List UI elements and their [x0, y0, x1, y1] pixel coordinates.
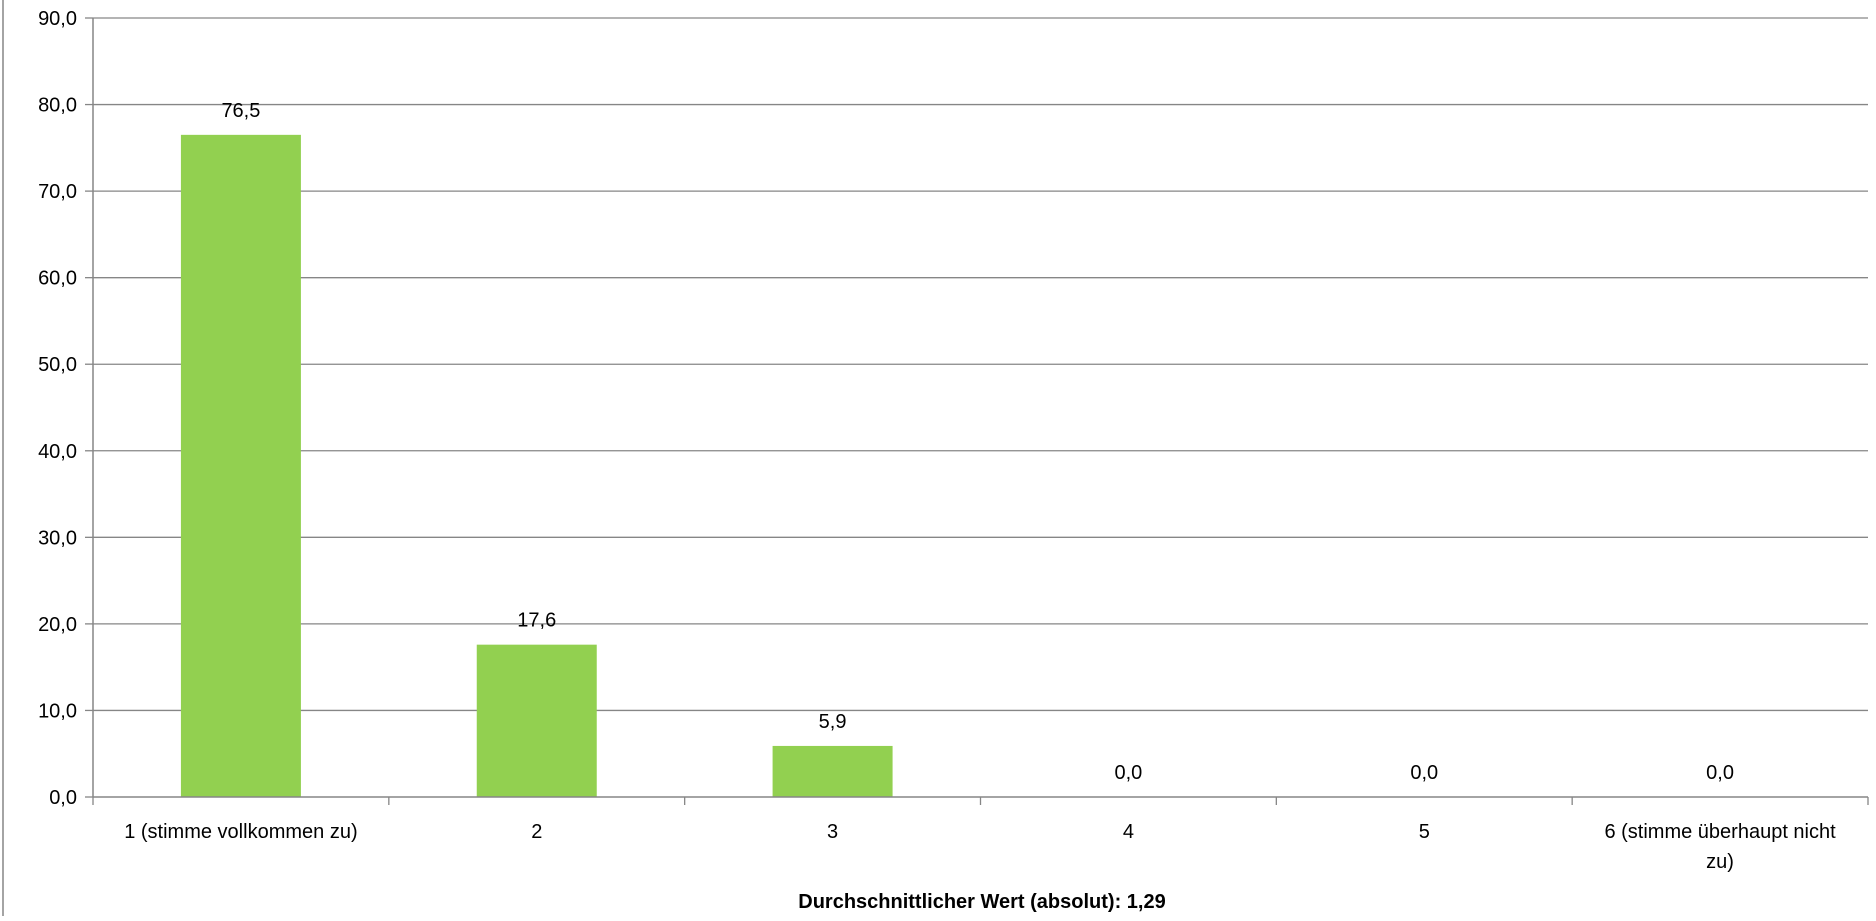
- y-tick-label: 70,0: [38, 181, 77, 203]
- y-tick-label: 80,0: [38, 95, 77, 117]
- y-tick-label: 20,0: [38, 614, 77, 636]
- x-category-label: 1 (stimme vollkommen zu): [124, 821, 357, 843]
- data-label: 76,5: [221, 100, 260, 122]
- data-label: 0,0: [1115, 762, 1143, 784]
- y-tick-label: 50,0: [38, 354, 77, 376]
- y-tick-label: 90,0: [38, 8, 77, 30]
- data-label: 0,0: [1706, 762, 1734, 784]
- gridlines: [93, 17, 1868, 712]
- x-category-label: 6 (stimme überhaupt nicht: [1604, 821, 1836, 843]
- y-tick-label: 0,0: [49, 787, 77, 809]
- data-label: 0,0: [1410, 762, 1438, 784]
- y-tick-label: 40,0: [38, 441, 77, 463]
- data-label: 5,9: [819, 711, 847, 733]
- x-axis-title: Durchschnittlicher Wert (absolut): 1,29: [798, 891, 1165, 913]
- x-category-label: 4: [1123, 821, 1134, 843]
- bar: [476, 644, 597, 797]
- labels: 0,010,020,030,040,050,060,070,080,090,07…: [38, 8, 1836, 873]
- y-tick-label: 60,0: [38, 268, 77, 290]
- axes: [85, 17, 1869, 805]
- data-label: 17,6: [517, 610, 556, 632]
- bars: [180, 134, 893, 798]
- bar: [772, 745, 893, 797]
- x-category-label: 2: [531, 821, 542, 843]
- y-tick-label: 30,0: [38, 527, 77, 549]
- x-category-label: 3: [827, 821, 838, 843]
- x-category-label: zu): [1706, 851, 1734, 873]
- bar: [180, 134, 301, 798]
- y-tick-label: 10,0: [38, 700, 77, 722]
- x-category-label: 5: [1419, 821, 1430, 843]
